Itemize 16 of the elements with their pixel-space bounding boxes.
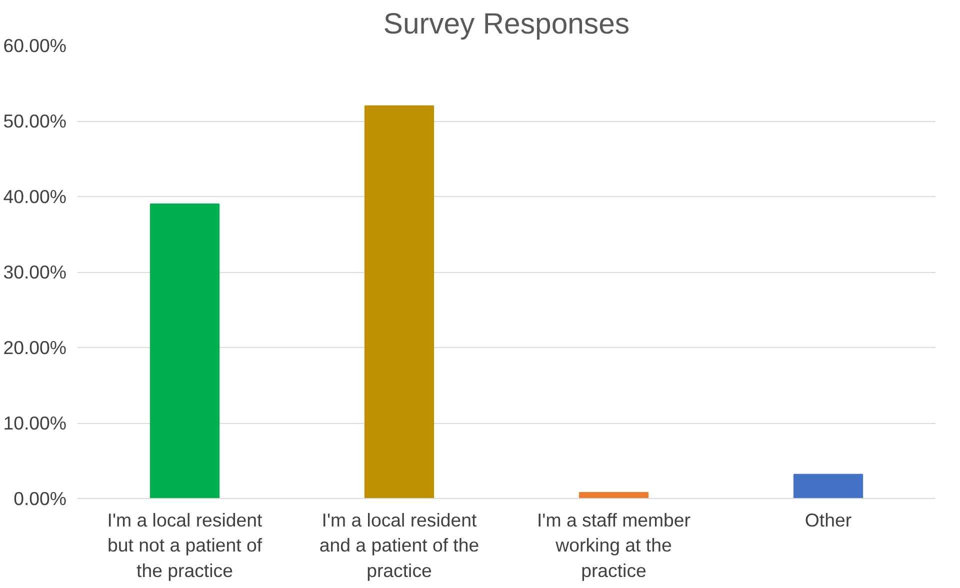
y-tick-label: 10.00% (3, 412, 67, 434)
bar (150, 204, 220, 498)
y-tick-label: 0.00% (14, 488, 67, 509)
y-tick-label: 40.00% (3, 186, 67, 207)
y-tick-label: 20.00% (3, 337, 67, 358)
x-tick-label: I'm a local resident and a patient of the practice (319, 510, 480, 581)
x-tick-label: I'm a local resident but not a patient of the practice (107, 510, 264, 581)
chart-title: Survey Responses (383, 8, 630, 40)
bar (364, 105, 434, 498)
bar (578, 492, 649, 498)
x-tick-label: I'm a staff member working at the practice (536, 510, 691, 581)
y-tick-label: 30.00% (3, 262, 67, 282)
y-tick-label: 50.00% (3, 110, 67, 132)
y-tick-label: 60.00% (3, 35, 67, 56)
x-tick-label: Other (804, 510, 852, 530)
bar (793, 474, 864, 498)
